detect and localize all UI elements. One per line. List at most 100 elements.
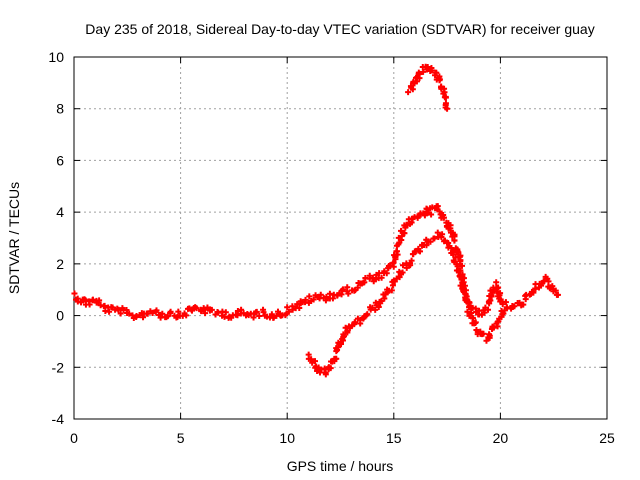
data-point-upper-branch [472,305,479,312]
data-point-lower-branch [466,312,473,319]
chart-title: Day 235 of 2018, Sidereal Day-to-day VTE… [85,21,594,37]
data-point-lower-branch [466,303,473,310]
data-point-lower-branch [364,311,371,318]
data-point-lower-branch [381,295,388,302]
data-point-lower-branch [341,333,348,340]
data-point-upper-branch [451,237,458,244]
data-point-upper-branch [175,308,182,315]
data-point-upper-branch [310,296,317,303]
data-point-lower-branch [430,235,437,242]
data-point-upper-branch [360,279,367,286]
data-point-lower-branch [399,269,406,276]
data-point-lower-branch [452,254,459,261]
data-point-upper-branch [164,313,171,320]
data-point-high-segment [436,77,443,84]
data-point-lower-branch [338,340,345,347]
data-point-upper-branch [440,214,447,221]
y-tick-label: 6 [56,152,64,168]
data-point-upper-branch [503,304,510,311]
data-point-upper-branch [159,310,166,317]
data-point-lower-branch [439,231,446,238]
plot-frame [73,56,608,420]
y-tick-label: 8 [56,101,64,117]
data-point-lower-branch [327,365,334,372]
data-point-upper-branch [344,284,351,291]
data-point-lower-branch [333,355,340,362]
x-tick-label: 25 [599,430,615,446]
data-point-upper-branch [306,293,313,300]
y-tick-label: 4 [56,204,64,220]
data-point-lower-branch [500,310,507,317]
data-point-upper-branch [89,296,96,303]
data-point-lower-branch [316,369,323,376]
x-tick-label: 20 [493,430,509,446]
data-point-high-segment [442,101,449,108]
tick-layer: 0 5 10 15 20 25 -4 -2 0 2 4 6 8 10 [48,49,615,446]
data-point-upper-branch [545,278,552,285]
y-tick-label: 2 [56,256,64,272]
data-point-upper-branch [493,279,500,286]
data-point-high-segment [405,89,412,96]
grid-layer [74,57,607,419]
data-point-upper-branch [208,306,215,313]
data-point-lower-branch [453,261,460,268]
data-point-upper-branch [554,291,561,298]
data-point-upper-branch [117,310,124,317]
data-point-lower-branch [344,329,351,336]
data-point-upper-branch [549,283,556,290]
y-tick-label: 0 [56,308,64,324]
data-point-upper-branch [289,306,296,313]
data-point-upper-branch [511,303,518,310]
data-point-upper-branch [530,289,537,296]
data-point-upper-branch [499,301,506,308]
data-point-lower-branch [388,287,395,294]
data-point-high-segment [420,68,427,75]
data-point-upper-branch [285,308,292,315]
data-point-upper-branch [149,309,156,316]
data-point-upper-branch [393,248,400,255]
data-point-upper-branch [202,310,209,317]
data-point-lower-branch [372,306,379,313]
data-point-upper-branch [552,287,559,294]
data-point-upper-branch [101,302,108,309]
data-point-upper-branch [256,313,263,320]
data-point-upper-branch [502,299,509,306]
data-point-upper-branch [126,310,133,317]
data-point-lower-branch [486,332,493,339]
data-point-lower-branch [463,298,470,305]
data-point-upper-branch [366,272,373,279]
data-point-lower-branch [483,337,490,344]
data-point-upper-branch [339,286,346,293]
data-point-upper-branch [322,297,329,304]
data-point-upper-branch [317,291,324,298]
data-point-upper-branch [284,304,291,311]
data-point-lower-branch [457,272,464,279]
data-point-lower-branch [480,330,487,337]
data-point-upper-branch [215,309,222,316]
data-point-upper-branch [143,310,150,317]
data-point-upper-branch [398,237,405,244]
x-tick-label: 15 [386,430,402,446]
data-point-upper-branch [302,296,309,303]
x-tick-label: 5 [177,430,185,446]
data-point-lower-branch [408,257,415,264]
y-tick-label: -4 [52,411,65,427]
data-point-upper-branch [268,311,275,318]
y-axis-label: SDTVAR / TECUs [6,182,22,294]
data-point-upper-branch [497,290,504,297]
data-point-upper-branch [71,290,78,297]
data-point-lower-branch [490,324,497,331]
data-point-upper-branch [198,308,205,315]
data-point-lower-branch [427,238,434,245]
x-tick-label: 0 [70,430,78,446]
data-point-upper-branch [152,308,159,315]
data-point-lower-branch [472,320,479,327]
data-point-high-segment [441,94,448,101]
data-point-lower-branch [423,242,430,249]
data-point-high-segment [440,90,447,97]
data-point-high-segment [444,105,451,112]
data-point-upper-branch [167,308,174,315]
data-point-lower-branch [352,319,359,326]
